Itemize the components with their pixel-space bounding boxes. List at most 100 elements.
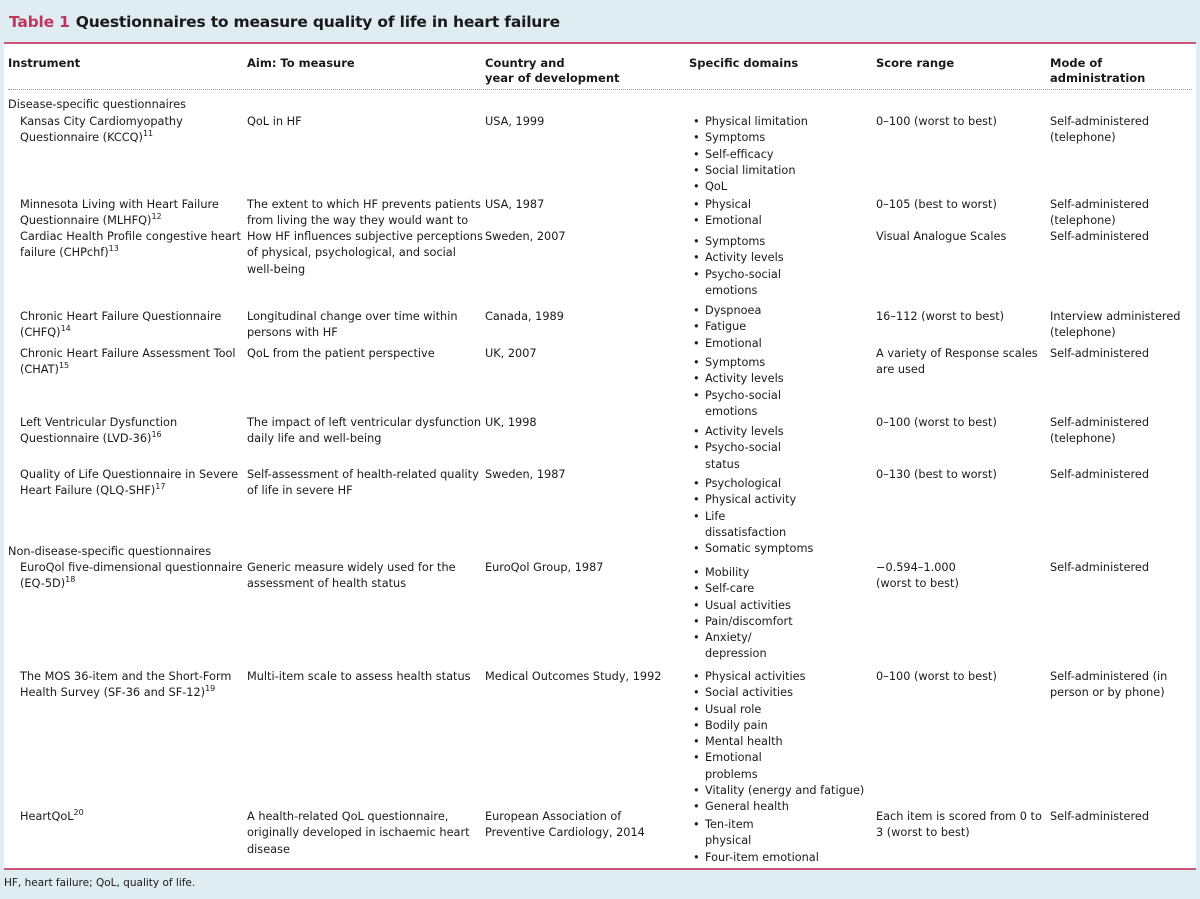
aim-cell: The impact of left ventricular dysfuncti… [247,416,482,446]
domain-item: • Mental health [691,734,864,750]
domain-text: Psychological [705,477,782,490]
bullet-icon: • [693,320,700,334]
domain-item: • Activity levels [691,371,784,387]
instrument-name: Kansas City Cardiomyopathy Questionnaire… [20,115,183,145]
domain-item: • Ten-item physical [691,817,819,850]
table: Instrument Aim: To measure Country and yea… [4,42,1196,870]
domain-text: Somatic symptoms [705,542,814,556]
instrument-cell: Chronic Heart Failure Assessment Tool (C… [20,346,236,379]
bullet-icon: • [693,509,700,523]
domains-list: • Physical limitation • Symptoms • Self-effic… [691,114,808,195]
domain-text: Vitality (energy and fatigue) [705,784,865,798]
domain-item: • Life dissatisfaction [691,509,813,542]
domain-item: • Emotional [691,336,762,352]
domain-item: • Physical activities [691,669,864,685]
domain-item: • Fatigue [691,319,762,335]
domain-item: • Emotional [691,213,762,229]
domain-item: • QoL [691,179,808,195]
bullet-icon: • [693,214,700,228]
bullet-icon: • [693,180,700,194]
aim-cell: How HF influences subjective perceptions… [247,230,483,276]
bullet-icon: • [693,702,700,716]
instrument-cell: Quality of Life Questionnaire in Severe … [20,467,238,500]
domain-text: Activity levels [705,425,784,438]
bullet-icon: • [693,686,700,700]
column-header-score: Score range [876,56,955,70]
domains-list: • Physical • Emotional [691,197,762,230]
score-cell: 0–105 (best to worst) [876,198,997,211]
aim-cell: Longitudinal change over time within per… [247,310,458,340]
domain-item: • Activity levels [691,250,784,266]
mode-cell: Self-administered [1050,561,1150,574]
bullet-icon: • [693,818,700,831]
country-cell: Medical Outcomes Study, 1992 [485,670,662,683]
domain-text: QoL [705,180,728,194]
domain-item: • Self-care [691,581,793,597]
domain-text: Life dissatisfaction [705,509,787,539]
reference-number: 20 [73,808,84,818]
domain-item: • Usual role [691,702,864,718]
instrument-cell: Cardiac Health Profile congestive heart … [20,229,241,262]
bullet-icon: • [693,784,700,798]
domain-text: Dyspnoea [705,304,762,317]
score-cell: Visual Analogue Scales [876,230,1007,243]
instrument-name: Left Ventricular Dysfunction Questionnai… [20,416,178,446]
bullet-icon: • [693,566,700,579]
aim-cell: The extent to which HF prevents patients… [247,198,481,228]
score-cell: 0–100 (worst to best) [876,416,997,429]
aim-cell: A health-related QoL questionnaire, orig… [247,810,470,856]
domain-item: • Social limitation [691,163,808,179]
score-cell: 0–130 (best to worst) [876,468,997,481]
bullet-icon: • [693,735,700,749]
aim-cell: QoL from the patient perspective [247,347,435,360]
reference-number: 18 [65,575,76,585]
reference-number: 17 [155,482,166,492]
table-caption: Questionnaires to measure quality of lif… [75,13,560,31]
bullet-icon: • [693,441,700,455]
domain-text: Self-care [705,582,755,596]
domains-list: • Physical activities • Social activities • U… [691,669,864,816]
domain-text: Physical activities [705,670,806,683]
mode-cell: Self-administered [1050,347,1150,360]
bullet-icon: • [693,425,700,438]
domain-item: • Physical limitation [691,114,808,130]
bullet-icon: • [693,670,700,683]
score-cell: 0–100 (worst to best) [876,115,997,128]
domain-text: Social limitation [705,163,796,177]
domain-item: • General health [691,799,864,815]
score-cell: A variety of Response scales are used [876,347,1038,377]
domain-item: • Psychological [691,476,813,492]
reference-number: 19 [205,684,216,694]
bullet-icon: • [693,356,700,369]
domain-item: • Anxiety/ depression [691,630,793,663]
instrument-name: Quality of Life Questionnaire in Severe … [20,468,239,498]
domain-text: Ten-item physical [705,818,754,848]
domain-text: Symptoms [705,131,766,145]
domain-item: • Social activities [691,685,864,701]
instrument-name: Chronic Heart Failure Assessment Tool (C… [20,347,236,377]
reference-number: 13 [108,244,119,254]
bullet-icon: • [693,304,700,317]
domain-item: • Psycho-social status [691,440,784,473]
domain-item: • Mobility [691,565,793,581]
domain-text: Social activities [705,686,794,700]
aim-cell: QoL in HF [247,115,302,128]
country-cell: European Association of Preventive Cardi… [485,810,645,840]
domain-item: • Four-item emotional [691,850,819,866]
column-header-domains: Specific domains [689,56,799,70]
domain-text: Symptoms [705,235,766,248]
bullet-icon: • [693,751,700,765]
table-footnote: HF, heart failure; QoL, quality of life. [4,877,196,889]
column-header-mode: Mode of administration [1050,56,1146,85]
bullet-icon: • [693,235,700,248]
domain-item: • Usual activities [691,598,793,614]
bullet-icon: • [693,115,700,128]
instrument-name: Cardiac Health Profile congestive heart … [20,230,241,260]
country-cell: EuroQol Group, 1987 [485,561,604,574]
domain-text: Usual role [705,702,762,716]
reference-number: 14 [60,324,71,334]
country-cell: USA, 1999 [485,115,545,128]
instrument-name: EuroQol five-dimensional questionnaire (… [20,561,243,591]
domain-item: • Physical activity [691,492,813,508]
instrument-name: Minnesota Living with Heart Failure Ques… [20,198,219,228]
